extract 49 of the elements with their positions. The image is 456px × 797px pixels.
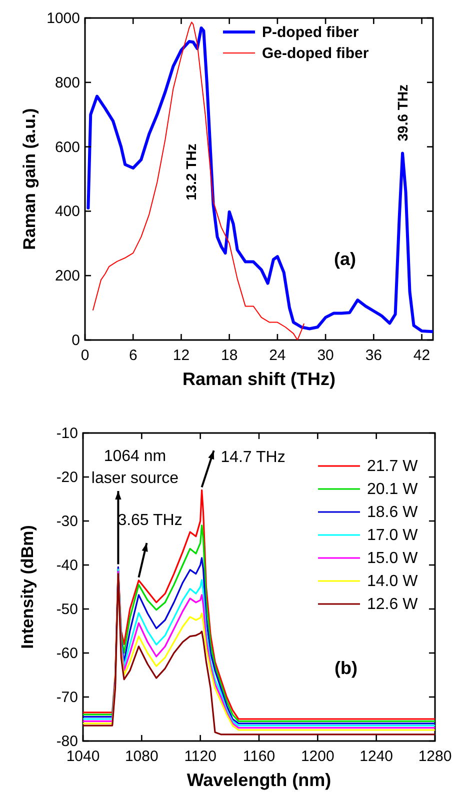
x-tick-label: 1240 [360,748,394,765]
y-tick-label: -40 [56,557,78,574]
x-tick-label: 1120 [184,748,216,765]
x-tick-label: 36 [365,347,382,364]
y-tick-label: -70 [56,689,78,706]
x-tick-label: 6 [128,347,138,364]
legend-label: 12.6 W [367,596,419,613]
x-tick-label: 1040 [66,748,100,765]
annotation: 14.7 THz [220,449,286,466]
legend-label: 21.7 W [367,458,419,475]
y-axis-title: Intensity (dBm) [18,525,37,649]
x-axis-title: Wavelength (nm) [186,770,332,790]
y-tick-label: 200 [54,268,80,285]
annotation: 39.6 THz [394,84,411,142]
legend-label: 20.1 W [367,481,419,498]
x-tick-label: 1280 [418,748,452,765]
x-tick-label: 30 [317,347,334,364]
y-tick-label: -60 [56,645,78,662]
x-tick-label: 24 [269,347,286,364]
annotation: 3.65 THz [118,512,182,529]
y-tick-label: 600 [54,138,80,156]
legend-label: Ge-doped fiber [262,45,369,62]
x-tick-label: 12 [172,347,190,364]
y-tick-label: 0 [72,332,80,349]
legend-label: 17.0 W [367,527,419,544]
y-tick-label: -50 [56,601,78,618]
x-tick-label: 1200 [300,748,334,765]
y-tick-label: 400 [54,203,80,220]
legend-label: 18.6 W [367,504,419,521]
annotation: (a) [334,249,356,269]
annotation: 1064 nm laser source [91,448,179,487]
x-tick-label: 1080 [124,748,158,765]
y-tick-label: -30 [56,513,78,530]
x-axis-title: Raman shift (THz) [182,369,336,389]
y-tick-label: -10 [56,425,78,442]
y-tick-label: 800 [54,74,80,92]
y-axis-title: Raman gain (a.u.) [20,108,39,250]
y-tick-label: -80 [56,733,78,750]
legend-label: 15.0 W [367,550,419,567]
legend-label: 14.0 W [367,573,419,590]
annotation: (b) [334,658,358,678]
legend-label: P-doped fiber [262,24,359,41]
annotation: 13.2 THz [183,144,199,200]
x-tick-label: 18 [220,347,238,364]
line-series [86,26,433,334]
x-tick-label: 1160 [242,748,276,765]
y-tick-label: 1000 [46,10,80,27]
x-tick-label: 42 [413,347,430,364]
y-tick-label: -20 [56,469,78,486]
